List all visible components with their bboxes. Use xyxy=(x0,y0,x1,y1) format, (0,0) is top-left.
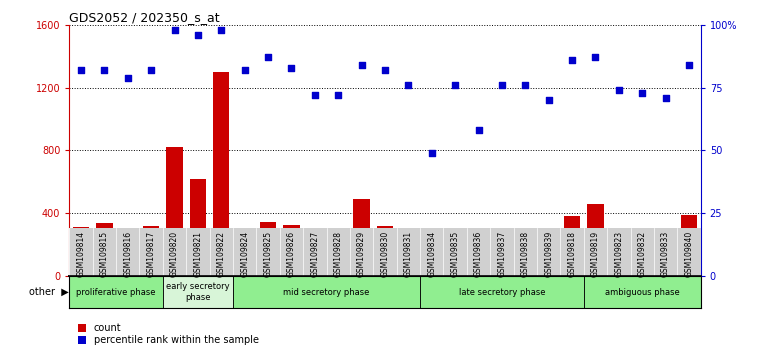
Text: GSM109826: GSM109826 xyxy=(287,231,296,277)
Bar xyxy=(611,252,627,276)
Text: GDS2052 / 202350_s_at: GDS2052 / 202350_s_at xyxy=(69,11,220,24)
Bar xyxy=(236,230,253,276)
Text: GSM109817: GSM109817 xyxy=(146,231,156,277)
Point xyxy=(215,27,227,33)
Bar xyxy=(353,199,370,276)
Point xyxy=(426,150,438,156)
Bar xyxy=(400,247,417,276)
Bar xyxy=(306,252,323,276)
Text: GSM109831: GSM109831 xyxy=(404,231,413,277)
Bar xyxy=(260,222,276,276)
Bar xyxy=(189,179,206,276)
Text: GSM109821: GSM109821 xyxy=(193,231,203,277)
Bar xyxy=(681,215,697,276)
Bar xyxy=(96,223,112,276)
Bar xyxy=(584,276,701,308)
Point xyxy=(192,32,204,38)
Point xyxy=(309,92,321,98)
Text: ambiguous phase: ambiguous phase xyxy=(605,287,680,297)
Point xyxy=(75,67,87,73)
Bar xyxy=(213,72,229,276)
Bar xyxy=(517,242,534,276)
Text: early secretory
phase: early secretory phase xyxy=(166,282,229,302)
Legend: count, percentile rank within the sample: count, percentile rank within the sample xyxy=(74,319,263,349)
Text: GSM109832: GSM109832 xyxy=(638,231,647,277)
Bar xyxy=(233,276,420,308)
Bar xyxy=(634,245,651,276)
Point xyxy=(449,82,461,88)
Point xyxy=(145,67,157,73)
Bar xyxy=(119,233,136,276)
Point xyxy=(99,67,111,73)
Bar xyxy=(69,276,162,308)
Text: GSM109835: GSM109835 xyxy=(450,231,460,277)
Text: GSM109824: GSM109824 xyxy=(240,231,249,277)
Text: mid secretory phase: mid secretory phase xyxy=(283,287,370,297)
Point xyxy=(659,95,671,101)
Point xyxy=(543,97,555,103)
Bar xyxy=(162,276,233,308)
Point xyxy=(519,82,531,88)
Point xyxy=(402,82,414,88)
Text: GSM109829: GSM109829 xyxy=(357,231,366,277)
Point xyxy=(472,127,484,133)
Text: GSM109818: GSM109818 xyxy=(567,231,577,277)
Text: GSM109827: GSM109827 xyxy=(310,231,320,277)
Text: GSM109815: GSM109815 xyxy=(100,231,109,277)
Bar xyxy=(283,225,300,276)
Point xyxy=(286,65,298,70)
Text: GSM109839: GSM109839 xyxy=(544,231,553,277)
Bar xyxy=(447,252,464,276)
Point xyxy=(566,57,578,63)
Point xyxy=(379,67,391,73)
Text: GSM109836: GSM109836 xyxy=(474,231,483,277)
Point xyxy=(262,55,274,60)
Text: other  ▶: other ▶ xyxy=(28,287,69,297)
Bar xyxy=(470,261,487,276)
Text: late secretory phase: late secretory phase xyxy=(459,287,545,297)
Point xyxy=(496,82,508,88)
Bar xyxy=(330,251,346,276)
Text: GSM109823: GSM109823 xyxy=(614,231,624,277)
Bar xyxy=(658,252,674,276)
Point xyxy=(169,27,181,33)
Text: GSM109822: GSM109822 xyxy=(217,231,226,277)
Text: GSM109816: GSM109816 xyxy=(123,231,132,277)
Point xyxy=(683,62,695,68)
Text: proliferative phase: proliferative phase xyxy=(76,287,156,297)
Bar xyxy=(73,227,89,276)
Text: GSM109840: GSM109840 xyxy=(685,231,694,277)
Point xyxy=(636,90,648,96)
Text: GSM109833: GSM109833 xyxy=(661,231,670,277)
Point xyxy=(332,92,344,98)
Point xyxy=(122,75,134,80)
Bar xyxy=(377,226,393,276)
Text: GSM109814: GSM109814 xyxy=(76,231,85,277)
Text: GSM109819: GSM109819 xyxy=(591,231,600,277)
Bar xyxy=(588,204,604,276)
Bar xyxy=(420,276,584,308)
Point xyxy=(356,62,368,68)
Point xyxy=(239,67,251,73)
Text: GSM109834: GSM109834 xyxy=(427,231,437,277)
Point xyxy=(589,55,601,60)
Bar xyxy=(424,267,440,276)
Text: GSM109837: GSM109837 xyxy=(497,231,507,277)
Text: GSM109820: GSM109820 xyxy=(170,231,179,277)
Text: GSM109828: GSM109828 xyxy=(333,231,343,277)
Bar xyxy=(541,252,557,276)
Bar xyxy=(166,147,182,276)
Point xyxy=(613,87,625,93)
Bar xyxy=(143,226,159,276)
Text: GSM109825: GSM109825 xyxy=(263,231,273,277)
Bar xyxy=(564,216,581,276)
Text: GSM109830: GSM109830 xyxy=(380,231,390,277)
Bar xyxy=(494,240,510,276)
Text: GSM109838: GSM109838 xyxy=(521,231,530,277)
